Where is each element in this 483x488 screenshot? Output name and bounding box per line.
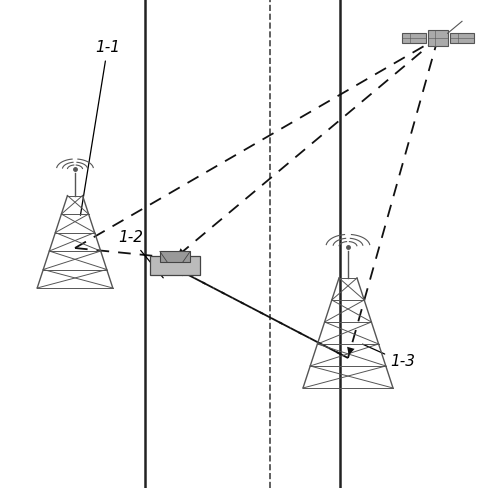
- Bar: [150, 256, 200, 275]
- Text: 1-2: 1-2: [118, 230, 163, 278]
- Bar: [402, 33, 426, 43]
- Text: 1-1: 1-1: [81, 41, 120, 215]
- Bar: [450, 33, 474, 43]
- Bar: [160, 251, 190, 263]
- Text: 1-3: 1-3: [363, 344, 415, 369]
- Bar: [428, 30, 448, 46]
